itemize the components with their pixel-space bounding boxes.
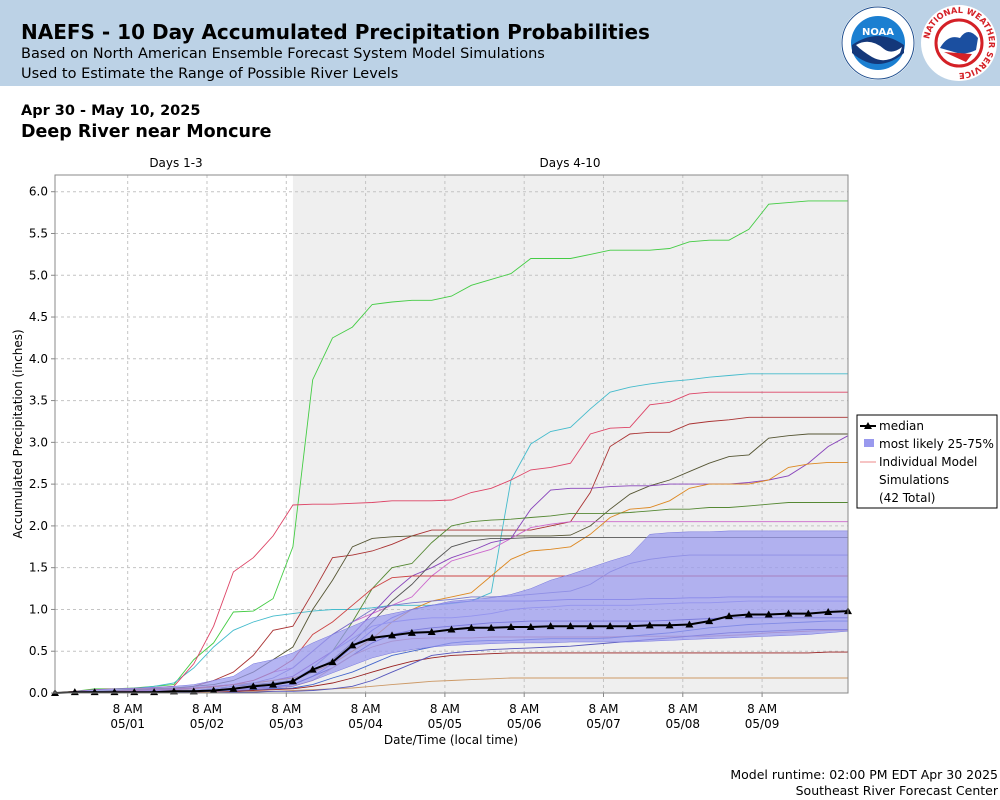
simulation-line [54,200,848,694]
median-point [526,622,535,630]
y-tick-label: 0.0 [29,686,48,700]
median-point [288,677,297,685]
x-axis-label: Date/Time (local time) [384,733,518,747]
legend-median-label: median [879,419,924,433]
legend-individual-label-2: Simulations [879,473,949,487]
y-axis-ticks: 0.0 0.5 1.0 1.5 2.0 2.5 3.0 3.5 4.0 4.5 5.0 5.5 6.0 [29,185,55,700]
median-point [348,641,357,649]
x-tick-date: 05/01 [110,717,145,731]
median-point [705,617,714,625]
plot-border [54,174,849,694]
median-point [665,621,674,629]
y-tick-label: 0.5 [29,644,48,658]
y-tick-label: 1.0 [29,602,48,616]
simulation-line [54,391,848,694]
median-point [824,607,833,615]
x-tick-date: 05/04 [348,717,383,731]
median-point [388,631,397,639]
median-point [645,621,654,629]
x-tick-time: 8 AM [588,702,618,716]
noaa-logo-icon: NOAA [841,6,915,80]
y-axis-label: Accumulated Precipitation (inches) [11,329,25,538]
x-tick-time: 8 AM [509,702,539,716]
median-point [606,622,615,630]
page-title: NAEFS - 10 Day Accumulated Precipitation… [21,20,650,44]
noaa-logo-text: NOAA [862,27,894,38]
x-tick-date: 05/05 [428,717,463,731]
x-tick-date: 05/06 [507,717,542,731]
x-tick-time: 8 AM [668,702,698,716]
x-tick-time: 8 AM [113,702,143,716]
median-point [407,628,416,636]
y-tick-label: 3.0 [29,435,48,449]
simulation-line [55,651,848,694]
precip-chart: Days 1-3 Days 4-10 0.0 0.5 1.0 1.5 2.0 2.5 3.0… [11,156,998,747]
median-point [784,609,793,617]
date-range: Apr 30 - May 10, 2025 [21,103,201,119]
period-label-days-4-10: Days 4-10 [540,156,601,170]
y-tick-label: 1.5 [29,561,48,575]
legend-band-swatch [864,439,874,447]
legend-median-marker [864,422,872,429]
x-tick-time: 8 AM [192,702,222,716]
x-tick-date: 05/02 [190,717,225,731]
x-tick-date: 05/08 [665,717,700,731]
median-point [764,610,773,618]
y-tick-label: 4.5 [29,310,48,324]
median-point [685,620,694,628]
median-point [427,628,436,636]
subtitle-purpose: Used to Estimate the Range of Possible R… [21,66,399,82]
x-tick-time: 8 AM [271,702,301,716]
x-tick-date: 05/03 [269,717,304,731]
median-point [744,610,753,618]
y-tick-label: 6.0 [29,185,48,199]
header-banner: NAEFS - 10 Day Accumulated Precipitation… [0,0,1000,86]
y-tick-label: 3.5 [29,394,48,408]
y-tick-label: 5.0 [29,268,48,282]
median-point [487,623,496,631]
legend-individual-label-3: (42 Total) [879,491,935,505]
x-tick-time: 8 AM [747,702,777,716]
nws-logo-icon: NATIONAL WEATHER SERVICE [921,5,997,81]
median-point [229,684,238,692]
x-tick-time: 8 AM [430,702,460,716]
location-name: Deep River near Moncure [21,122,272,142]
y-tick-label: 2.5 [29,477,48,491]
x-tick-date: 05/09 [745,717,780,731]
median-point [586,622,595,630]
median-point [625,622,634,630]
legend-band-label: most likely 25-75% [879,437,994,451]
median-point [546,622,555,630]
legend-individual-label-1: Individual Model [879,455,977,469]
legend-box [856,414,998,509]
subtitle-model: Based on North American Ensemble Forecas… [21,46,545,62]
median-point [209,686,218,694]
median-point [506,622,515,630]
median-point [328,658,337,666]
median-point [269,680,278,688]
x-tick-date: 05/07 [586,717,621,731]
y-tick-label: 4.0 [29,352,48,366]
x-tick-time: 8 AM [351,702,381,716]
median-point [725,612,734,620]
median-point [447,625,456,633]
median-point [804,609,813,617]
median-point [566,622,575,630]
median-point [368,633,377,641]
legend: median most likely 25-75% Individual Mod… [856,414,998,509]
period-label-days-1-3: Days 1-3 [149,156,202,170]
y-tick-label: 2.0 [29,519,48,533]
median-point [467,623,476,631]
median-point [249,682,258,690]
y-tick-label: 5.5 [29,226,48,240]
median-point [308,665,317,673]
model-runtime: Model runtime: 02:00 PM EDT Apr 30 2025 [730,767,998,782]
forecast-center: Southeast River Forecast Center [795,783,998,798]
